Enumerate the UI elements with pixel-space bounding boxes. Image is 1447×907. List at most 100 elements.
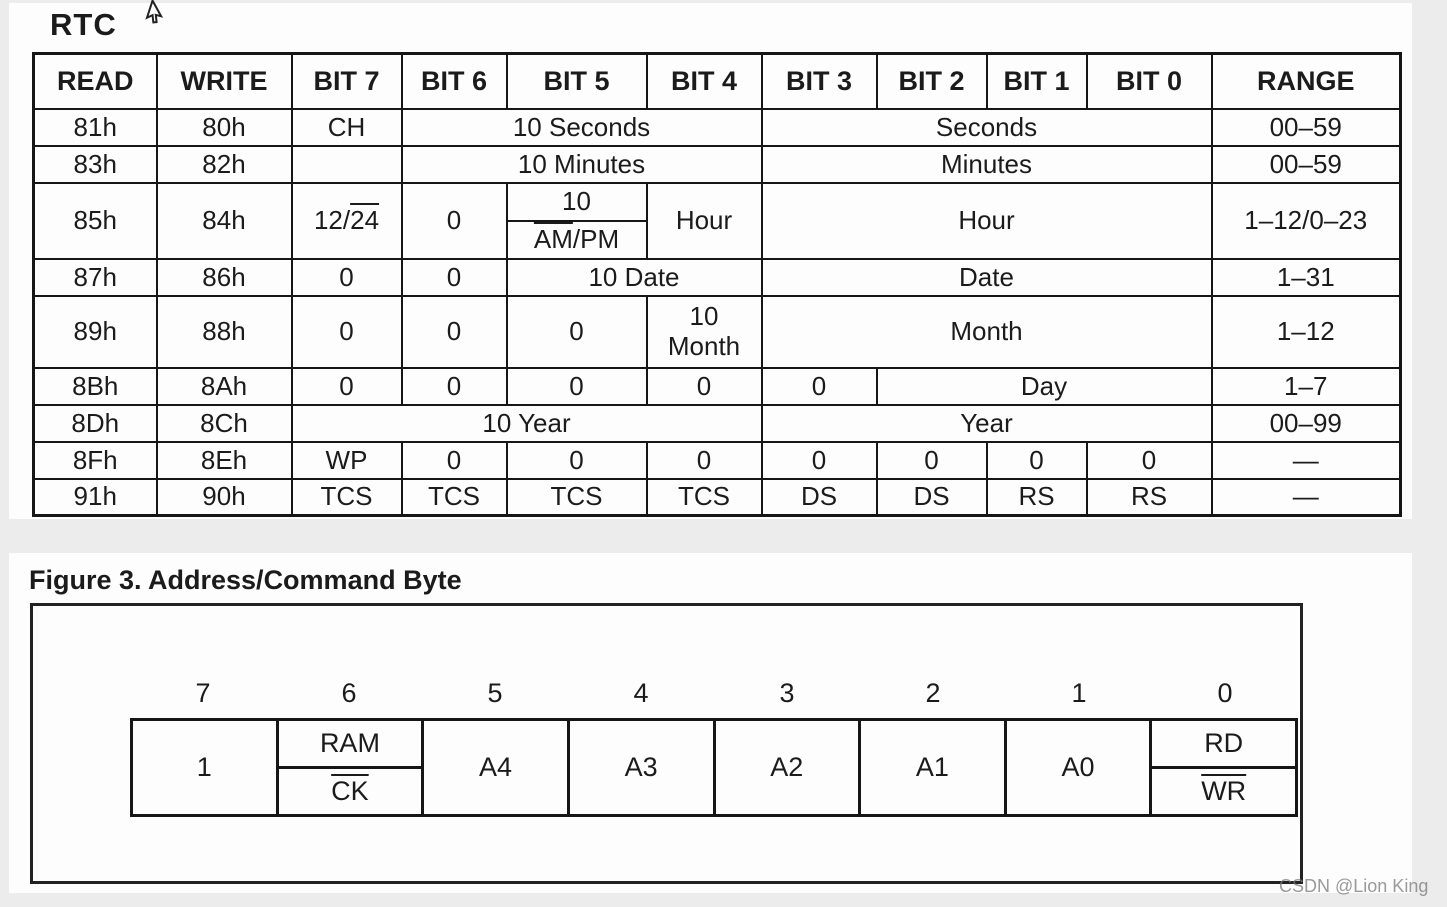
cell-read: 89h [32,294,158,369]
cell-year: Year [760,403,1213,443]
cell-bit0: 0 [1085,440,1213,480]
cell-bit1: RS [985,477,1088,517]
cell-read: 91h [32,477,158,517]
rd-label: RD [1152,721,1295,769]
mouse-cursor-icon [145,0,164,24]
table-row-seconds: 81h 80h CH 10 Seconds Seconds 00–59 [32,107,1402,147]
cell-write: 8Ch [155,403,293,443]
table-row-day: 8Bh 8Ah 0 0 0 0 0 Day 1–7 [32,366,1402,406]
cell-bit0: RS [1085,477,1213,517]
byte-cell-bit7: 1 [133,721,279,814]
cell-10minutes: 10 Minutes [400,144,763,184]
table-row-write-protect: 8Fh 8Eh WP 0 0 0 0 0 0 0 — [32,440,1402,480]
am-overline: AM [533,224,573,254]
cell-bit1: 0 [985,440,1088,480]
table-header-row: READ WRITE BIT 7 BIT 6 BIT 5 BIT 4 BIT 3… [32,52,1402,110]
cell-bit6: 0 [400,181,508,260]
table-row-month: 89h 88h 0 0 0 10 Month Month 1–12 [32,294,1402,369]
cell-range: — [1210,477,1402,517]
cell-read: 85h [32,181,158,260]
bit-number-1: 1 [1071,678,1087,708]
bit-number-2: 2 [925,678,941,708]
byte-cell-bit1-a0: A0 [1007,721,1153,814]
cell-write: 8Ah [155,366,293,406]
rtc-title: RTC [50,7,117,42]
table-row-hours: 85h 84h 12/24 0 10 AM/PM Hour Hour 1–12/… [32,181,1402,260]
bit-number-6: 6 [341,678,357,708]
cell-read: 87h [32,257,158,297]
rtc-register-table: READ WRITE BIT 7 BIT 6 BIT 5 BIT 4 BIT 3… [32,52,1402,517]
cell-ampm: AM/PM [509,222,645,257]
cell-bit4: 0 [645,440,763,480]
table-row-trickle-charger: 91h 90h TCS TCS TCS TCS DS DS RS RS — [32,477,1402,517]
cell-bit5: TCS [505,477,648,517]
byte-cell-bit6-ram-ck: RAM CK [278,721,425,814]
cell-seconds: Seconds [760,107,1213,147]
cell-range: 1–12 [1210,294,1402,369]
cell-bit4: TCS [645,477,763,517]
cell-10hr-ampm: 10 AM/PM [505,181,648,260]
cell-read: 8Dh [32,403,158,443]
cell-read: 8Bh [32,366,158,406]
cell-bit3: 0 [760,366,878,406]
pm-plain: /PM [572,224,620,254]
table-row-date: 87h 86h 0 0 10 Date Date 1–31 [32,257,1402,297]
bit-number-3: 3 [779,678,795,708]
cell-write: 90h [155,477,293,517]
header-read: READ [32,52,158,110]
cell-bit7: 0 [290,257,403,297]
cell-month: Month [760,294,1213,369]
bit-number-5: 5 [487,678,503,708]
cell-10hr: 10 [508,185,645,222]
byte-cell-bit4-a3: A3 [570,721,716,814]
cell-write: 80h [155,107,293,147]
wr-overline: WR [1201,776,1247,806]
byte-cell-bit5-a4: A4 [424,721,570,814]
cell-read: 83h [32,144,158,184]
cell-write: 86h [155,257,293,297]
header-bit1: BIT 1 [985,52,1088,110]
cell-write: 82h [155,144,293,184]
ck-overline: CK [331,776,369,806]
mode-plain: 12/ [313,205,351,235]
cell-bit6: 0 [400,257,508,297]
cell-bit3: DS [760,477,878,517]
cell-bit2: 0 [875,440,988,480]
cell-bit6: 0 [400,294,508,369]
cell-minutes: Minutes [760,144,1213,184]
bit-number-7: 7 [195,678,211,708]
table-row-year: 8Dh 8Ch 10 Year Year 00–99 [32,403,1402,443]
cell-date: Date [760,257,1213,297]
wr-label: WR [1152,769,1295,814]
byte-cell-bit3-a2: A2 [716,721,862,814]
cell-hour: Hour [760,181,1213,260]
cell-bit2: DS [875,477,988,517]
cell-bit7 [290,144,403,184]
address-command-byte-diagram: 7 6 5 4 3 2 1 0 1 RAM CK A4 A3 A2 A1 A0 [130,678,1298,817]
cell-range: 00–99 [1210,403,1402,443]
cell-bit7: CH [290,107,403,147]
cell-bit4: 0 [645,366,763,406]
cell-range: 1–12/0–23 [1210,181,1402,260]
byte-cell-bit2-a1: A1 [861,721,1007,814]
byte-cell-bit0-rd-wr: RD WR [1152,721,1295,814]
ck-label: CK [279,769,422,814]
header-bit5: BIT 5 [505,52,648,110]
cell-bit5: 0 [505,440,648,480]
cell-range: 1–31 [1210,257,1402,297]
cell-10seconds: 10 Seconds [400,107,763,147]
cell-bit7: 0 [290,294,403,369]
cell-12-24-mode: 12/24 [290,181,403,260]
cell-write: 8Eh [155,440,293,480]
cell-10date: 10 Date [505,257,763,297]
header-bit3: BIT 3 [760,52,878,110]
bit-number-4: 4 [633,678,649,708]
ram-label: RAM [278,721,422,769]
cell-bit7: WP [290,440,403,480]
cell-write: 88h [155,294,293,369]
figure3-box: 7 6 5 4 3 2 1 0 1 RAM CK A4 A3 A2 A1 A0 [30,603,1303,884]
figure3-caption: Figure 3. Address/Command Byte [29,565,462,595]
cell-bit5: 0 [505,294,648,369]
cell-bit6: 0 [400,366,508,406]
